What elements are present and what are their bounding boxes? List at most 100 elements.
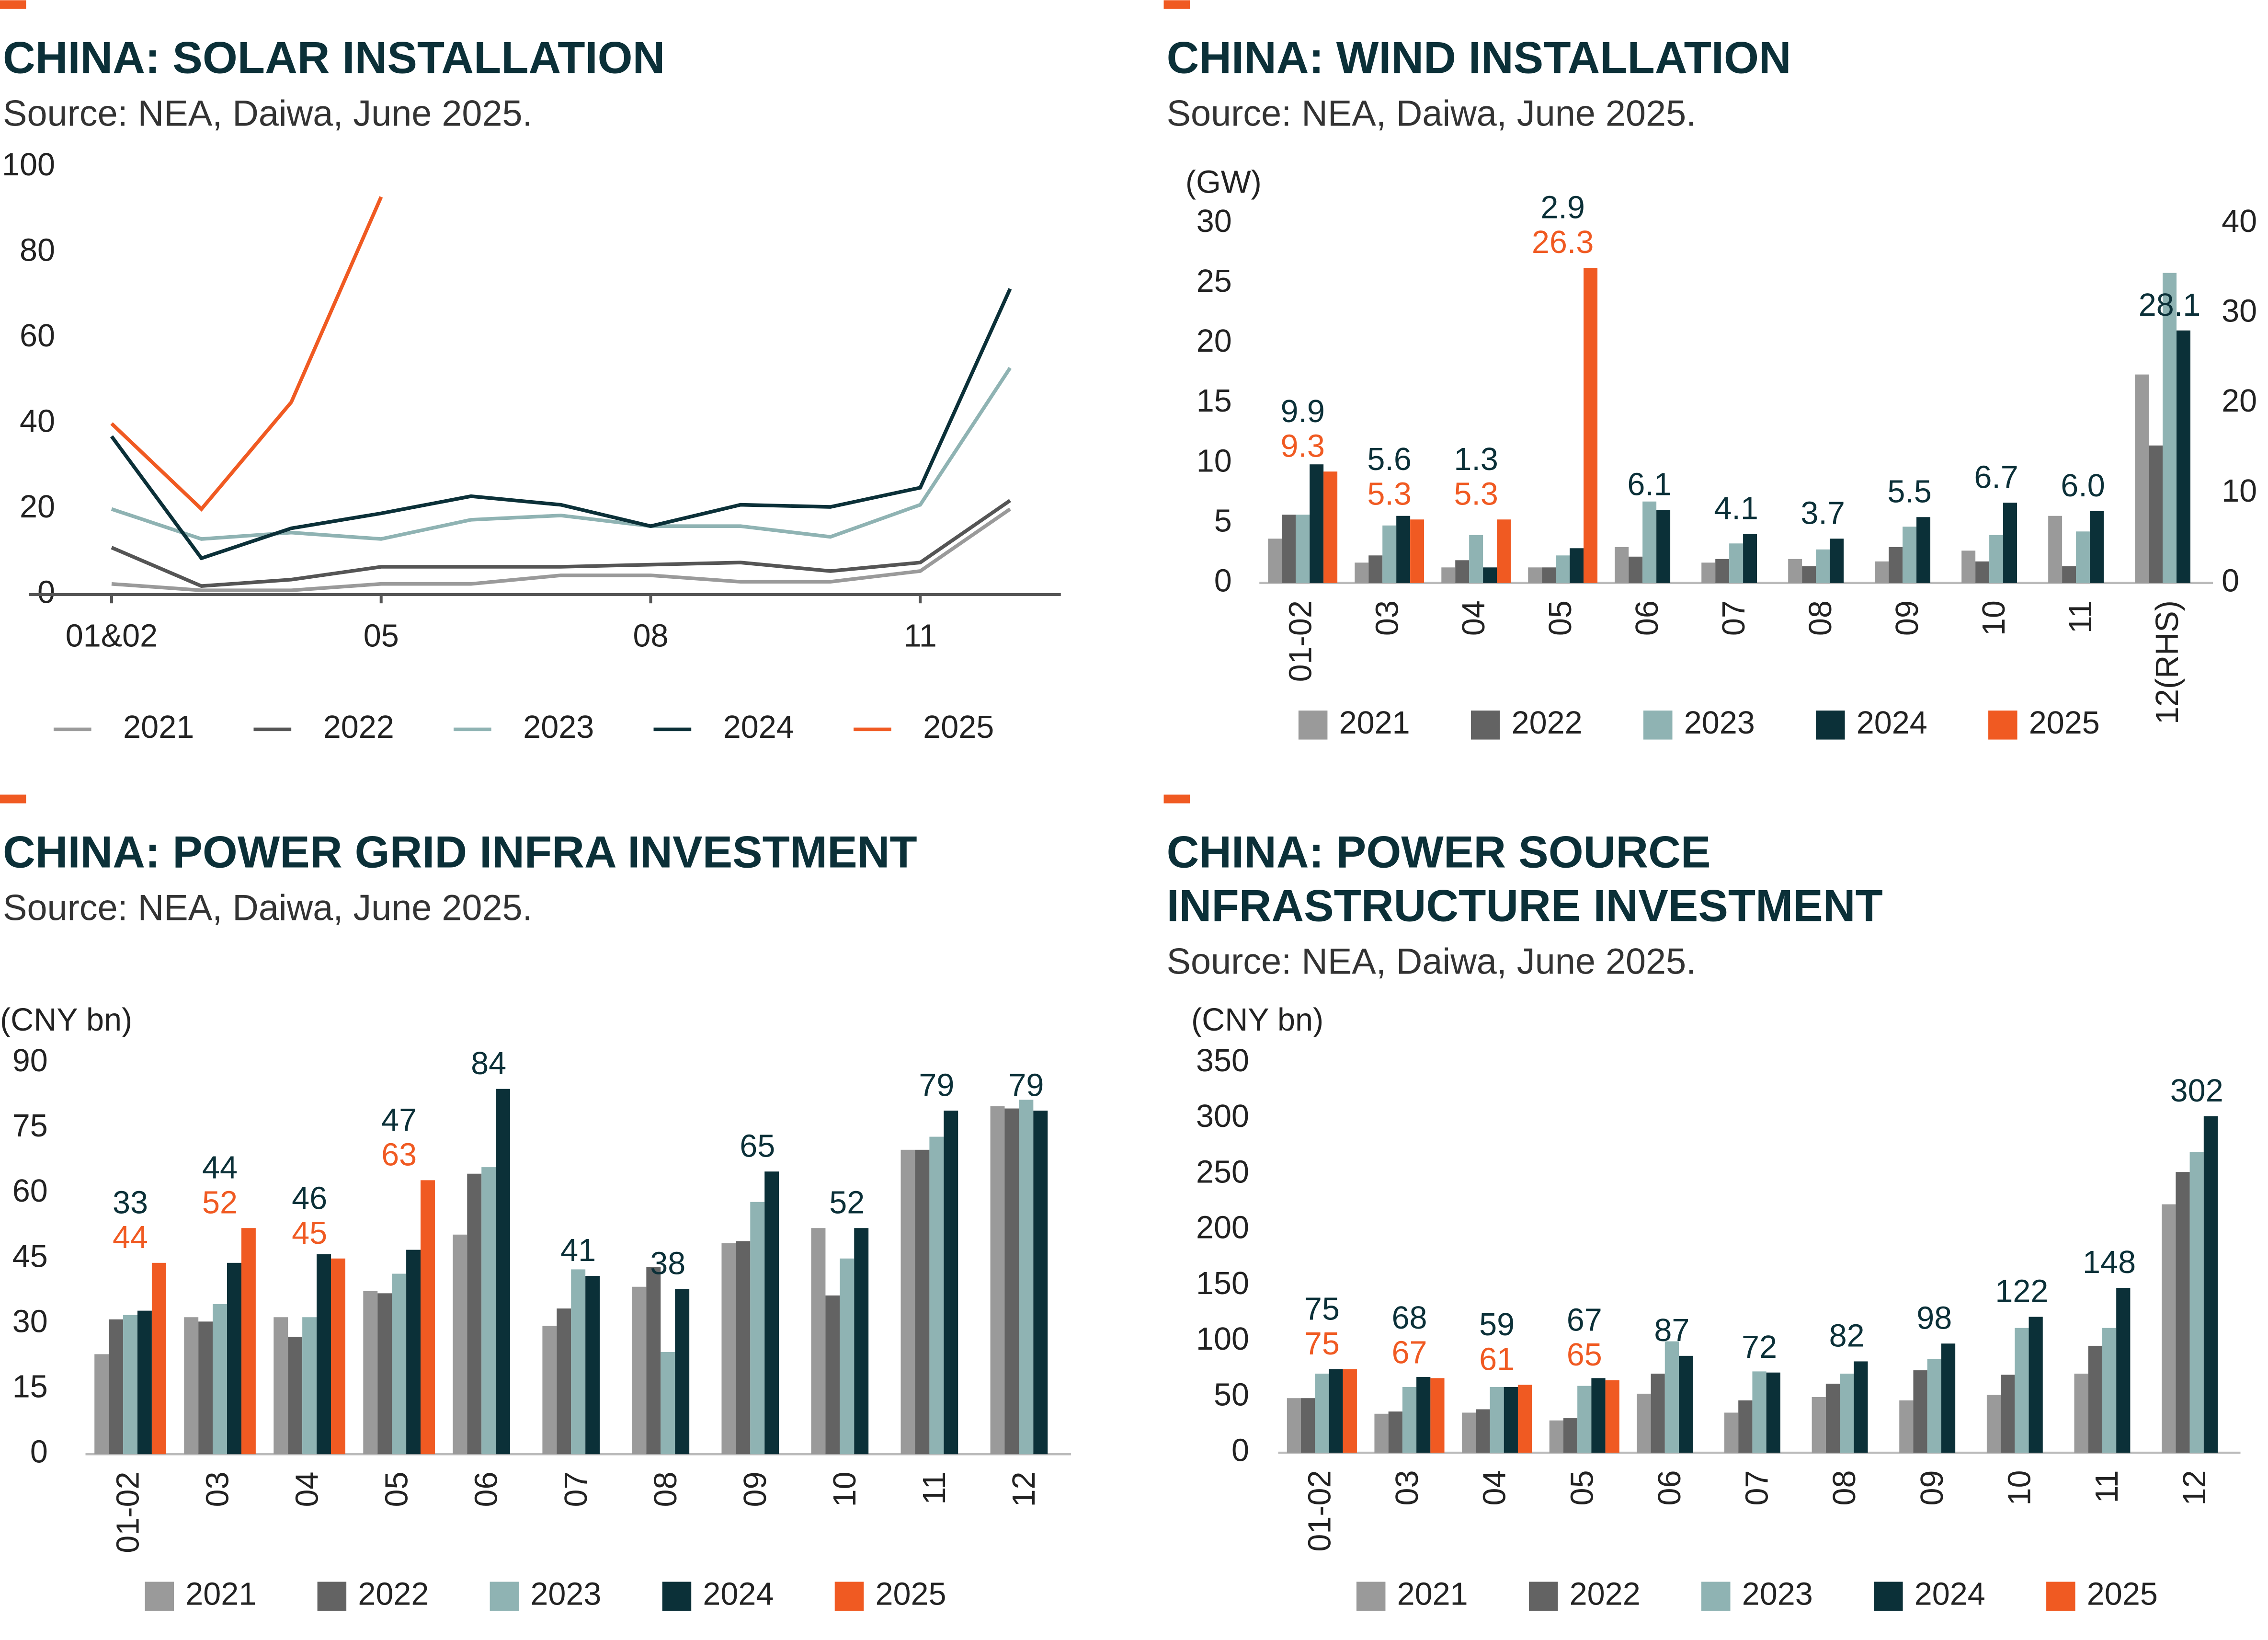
y-tick-label: 15 [12,1369,48,1405]
legend-label: 2025 [2087,1576,2158,1612]
bar [109,1319,124,1455]
bar [1605,1380,1619,1453]
bar [1430,1378,1445,1453]
data-label: 65 [1567,1337,1602,1373]
bar [1584,268,1598,583]
y-tick-label: 15 [1197,383,1232,419]
data-label: 28.1 [2139,287,2201,323]
bar [1854,1361,1868,1453]
bar [1916,517,1931,583]
bar [377,1293,392,1455]
bar [1476,1409,1490,1453]
x-tick-label: 04 [1477,1470,1513,1505]
bar [2102,1328,2117,1453]
y-tick-label: 150 [1196,1266,1249,1301]
legend-swatch [1874,1582,1903,1611]
data-label: 44 [202,1150,238,1186]
bar [1729,543,1744,583]
x-tick-label: 06 [1630,600,1665,636]
x-tick-label: 07 [1716,600,1752,636]
x-tick-label: 01-02 [1283,600,1318,682]
bar [1329,1369,1343,1453]
x-tick-label: 10 [1976,600,2012,636]
bar [1577,1386,1592,1453]
bar [2163,273,2177,583]
bar [2088,1345,2102,1453]
x-tick-label: 03 [1369,600,1405,636]
data-label: 65 [740,1128,775,1164]
bar [1591,1378,1606,1453]
legend-swatch [834,1582,864,1611]
data-label: 302 [2170,1073,2223,1109]
chart-title: CHINA: WIND INSTALLATION [1167,32,1791,82]
bar [94,1354,109,1455]
legend-swatch [1701,1582,1731,1611]
bar [1927,1359,1941,1453]
bar [1455,560,1470,583]
bar [198,1321,213,1455]
bar [1651,1374,1665,1453]
x-tick-label: 05 [364,618,399,654]
y-tick-label: 30 [12,1304,48,1339]
legend-swatch [1470,711,1500,740]
bar [363,1291,378,1455]
bar [1374,1413,1389,1453]
bar [1989,535,2004,583]
data-label: 4.1 [1714,491,1758,526]
data-label: 45 [292,1216,327,1251]
bar [1504,1387,1518,1453]
data-label: 148 [2083,1245,2136,1280]
legend-label: 2021 [185,1576,256,1612]
accent [1163,0,1190,9]
bar [1816,549,1830,583]
bar [288,1337,303,1455]
bar [1788,559,1802,583]
chart-title: CHINA: POWER GRID INFRA INVESTMENT [3,826,917,877]
bar [1416,1377,1431,1453]
data-label: 68 [1391,1300,1427,1336]
legend-swatch [1528,1582,1558,1611]
bar [1825,1383,1840,1453]
bar [1483,567,1497,583]
bar [1743,534,1757,583]
legend-swatch [1988,711,2017,740]
data-label: 72 [1742,1330,1777,1365]
bar [1830,539,1844,583]
x-tick-label: 08 [648,1471,684,1507]
legend-label: 2023 [1742,1576,1813,1612]
legend-label: 2023 [530,1576,601,1612]
chart-subtitle: Source: NEA, Daiwa, June 2025. [3,94,533,134]
bar [1287,1398,1301,1453]
bar [1913,1370,1927,1453]
data-label: 26.3 [1532,225,1594,260]
bar [1975,561,1990,583]
bar [1549,1420,1563,1453]
data-label: 61 [1479,1342,1515,1377]
bar [2029,1317,2043,1453]
data-label: 75 [1304,1291,1340,1327]
data-label: 67 [1567,1303,1602,1338]
y-tick-label: 200 [1196,1210,1249,1246]
bar [1724,1412,1739,1453]
data-label: 44 [113,1220,148,1255]
legend-label: 2021 [1339,705,1410,741]
bar [557,1308,571,1455]
bar [2177,330,2190,583]
bar [453,1234,467,1455]
x-tick-label: 07 [558,1471,594,1507]
y-tick-label: 0 [1214,563,1232,598]
y-tick-label: 100 [2,147,55,183]
bar [1986,1395,2001,1453]
y2-tick-label: 20 [2222,383,2257,419]
x-tick-label: 06 [1652,1470,1687,1505]
y-tick-label: 25 [1197,264,1232,299]
bar [467,1173,482,1455]
bar [1766,1372,1780,1453]
line-series [111,507,1011,592]
legend-label: 2022 [1570,1576,1641,1612]
bar [1004,1108,1019,1455]
legend-label: 2025 [923,710,994,745]
bar [1517,1385,1532,1453]
accent [1163,794,1190,803]
